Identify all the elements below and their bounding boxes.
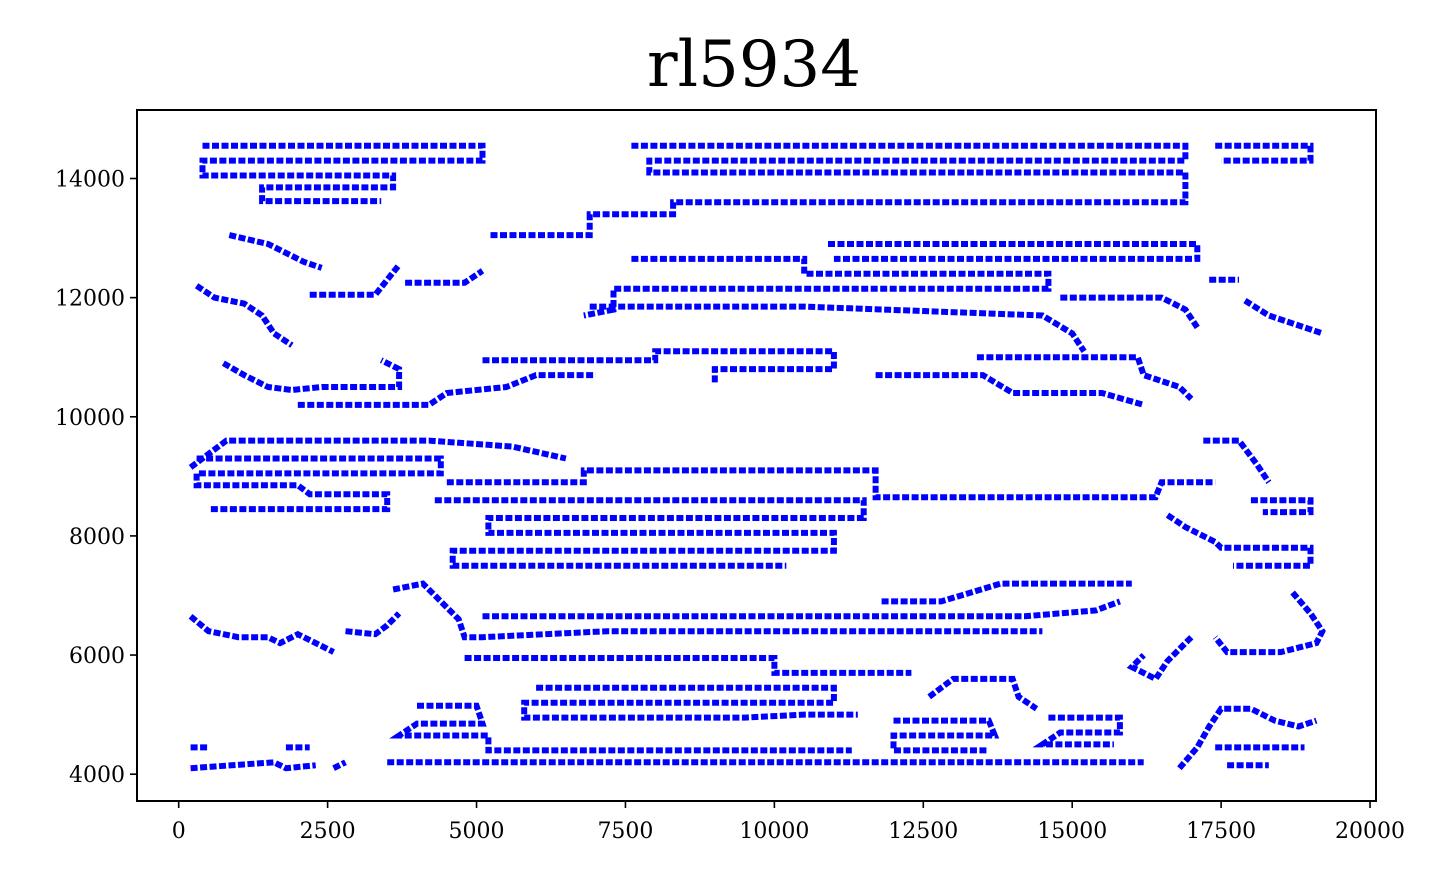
- tour-segment-5: [309, 263, 402, 298]
- tour-segment-8: [828, 241, 1201, 262]
- tour-segment-17: [875, 372, 1145, 408]
- y-axis: 4000 6000 8000 10000 12000 14000: [55, 168, 137, 788]
- tour-segment-36: [890, 717, 1000, 754]
- tour-segment-28: [188, 613, 335, 655]
- tour-segment-34: [927, 675, 1039, 712]
- tour-segment-32: [464, 655, 912, 676]
- tour-segment-35: [389, 702, 852, 754]
- chart-title: rl5934: [647, 28, 861, 102]
- y-tick-label: 4000: [69, 763, 125, 788]
- y-tick-label: 14000: [55, 168, 125, 193]
- x-tick-label: 15000: [1037, 819, 1107, 844]
- tour-segment-23: [1250, 497, 1314, 516]
- x-tick-label: 20000: [1335, 819, 1405, 844]
- tour-segment-3: [228, 232, 323, 271]
- tour-segment-10: [1243, 298, 1324, 337]
- tour-segment-6: [405, 268, 485, 286]
- tour-segment-12: [589, 303, 1087, 353]
- tour-segment-15: [976, 354, 1194, 402]
- tour-segment-43: [1177, 705, 1318, 771]
- tour-segment-27: [881, 580, 1132, 605]
- tour-segment-31: [1126, 635, 1194, 683]
- tour-segment-21: [434, 497, 867, 569]
- tour-segment-13: [221, 357, 403, 394]
- x-tick-label: 2500: [300, 819, 356, 844]
- tour-segment-25: [392, 580, 1043, 641]
- tour-segment-33: [521, 684, 858, 721]
- tour-segment-37: [1032, 714, 1123, 748]
- series-0: [188, 142, 1326, 772]
- tour-segment-14: [482, 348, 837, 384]
- tour-segment-11: [1060, 294, 1200, 330]
- y-tick-label: 12000: [55, 287, 125, 312]
- tour-segment-22: [1203, 437, 1272, 484]
- tour-segment-16: [297, 372, 596, 408]
- tour-segment-29: [345, 611, 402, 638]
- tour-segment-42: [332, 759, 347, 771]
- tour-segment-2: [1215, 142, 1314, 164]
- x-tick-label: 12500: [888, 819, 958, 844]
- axes-frame: [136, 109, 1377, 802]
- x-tick-label: 10000: [739, 819, 809, 844]
- tour-segment-26: [482, 598, 1121, 620]
- tour-segment-0: [199, 142, 486, 205]
- x-axis: 0 2500 5000 7500 10000 12500 15000 17500 20000: [172, 801, 1405, 844]
- tour-segment-19: [193, 455, 444, 513]
- series-layer: [188, 142, 1326, 772]
- tour-segment-18: [188, 437, 567, 470]
- tour-segment-1: [488, 142, 1189, 239]
- tour-segment-4: [194, 283, 294, 348]
- tour-segment-30: [1212, 590, 1326, 656]
- x-tick-label: 7500: [597, 819, 653, 844]
- tour-segment-24: [1165, 512, 1314, 569]
- y-tick-label: 8000: [69, 525, 125, 550]
- tour-segment-40: [190, 759, 316, 772]
- y-tick-label: 10000: [55, 406, 125, 431]
- x-tick-label: 0: [172, 819, 186, 844]
- tour-segment-20: [446, 467, 1216, 501]
- x-tick-label: 17500: [1186, 819, 1256, 844]
- y-tick-label: 6000: [69, 644, 125, 669]
- x-tick-label: 5000: [449, 819, 505, 844]
